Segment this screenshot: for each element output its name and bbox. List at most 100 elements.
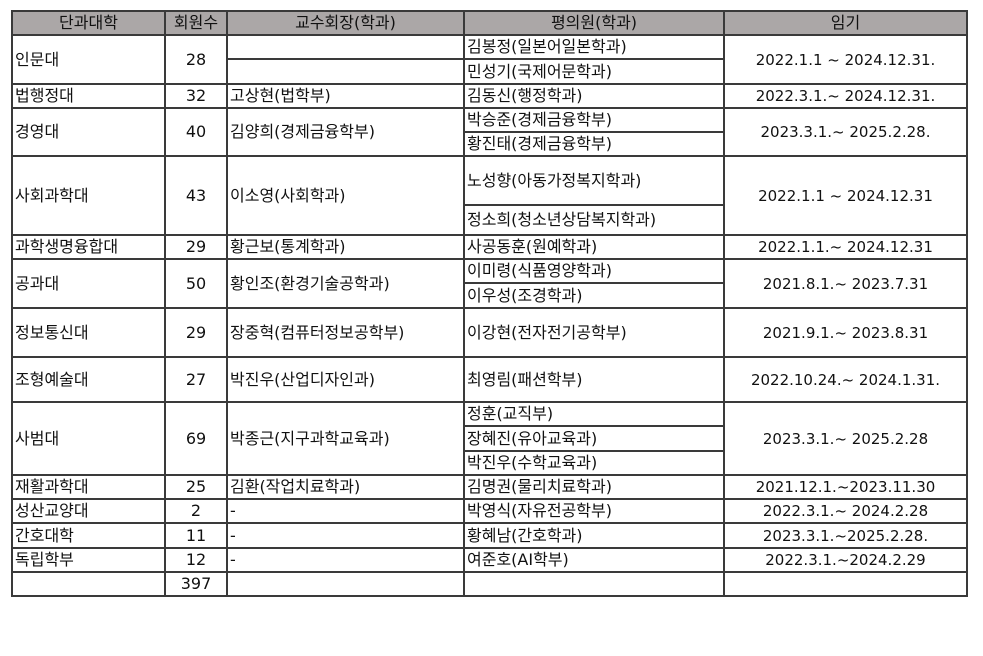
councilor-cell: 정소희(청소년상담복지학과) — [463, 204, 725, 236]
table-row: 인문대 28 김봉정(일본어일본학과) 2022.1.1 ~ 2024.12.31. — [11, 34, 968, 85]
councilor-cell: 여준호(AI학부) — [463, 547, 725, 573]
chair-cell: - — [226, 522, 465, 549]
table-row: 정보통신대 29 장중혁(컴퓨터정보공학부) 이강현(전자전기공학부) 2021.9.1… — [11, 307, 968, 358]
councilor-cell: 박진우(수학교육과) — [463, 450, 725, 476]
councilor-cell: 노성향(아동가정복지학과) — [463, 155, 725, 206]
members-cell: 27 — [164, 356, 228, 403]
college-cell: 경영대 — [11, 107, 166, 157]
councilor-cell: 황진태(경제금융학부) — [463, 131, 725, 157]
total-row: 397 — [11, 571, 968, 597]
term-cell: 2022.3.1.~ 2024.2.28 — [723, 498, 968, 524]
table-row: 재활과학대 25 김환(작업치료학과) 김명권(물리치료학과) 2021.12.1.~2… — [11, 474, 968, 500]
college-cell: 간호대학 — [11, 522, 166, 549]
members-cell: 25 — [164, 474, 228, 500]
chair-cell: 고상현(법학부) — [226, 83, 465, 109]
table-row: 간호대학 11- 황혜남(간호학과) 2023.3.1.~2025.2.28. — [11, 522, 968, 549]
table-row: 성산교양대 2- 박영식(자유전공학부) 2022.3.1.~ 2024.2.28 — [11, 498, 968, 524]
table-row: 이우성(조경학과) — [12, 282, 967, 309]
header-term: 임기 — [723, 10, 968, 36]
total-members: 397 — [164, 571, 228, 597]
college-cell: 독립학부 — [11, 547, 166, 573]
chair-cell: 장중혁(컴퓨터정보공학부) — [226, 307, 465, 358]
councilor-cell: 박승준(경제금융학부) — [463, 107, 725, 133]
header-row: 단과대학 회원수 교수회장(학과) 평의원(학과) 임기 — [11, 10, 968, 36]
councilor-cell: 김봉정(일본어일본학과) — [463, 34, 725, 60]
table-row: 사회과학대 43 이소영(사회학과) 노성향(아동가정복지학과) 2022.1.1 ~ … — [11, 155, 968, 236]
councilor-cell: 민성기(국제어문학과) — [463, 58, 725, 85]
councilor-cell: 박영식(자유전공학부) — [463, 498, 725, 524]
header-chair: 교수회장(학과) — [226, 10, 465, 36]
members-cell: 12 — [164, 547, 228, 573]
term-cell: 2022.1.1 ~ 2024.12.31. — [723, 34, 968, 85]
councilor-cell: 이강현(전자전기공학부) — [463, 307, 725, 358]
members-cell: 29 — [164, 234, 228, 260]
chair-cell: 황인조(환경기술공학과) — [226, 258, 465, 309]
college-cell: 인문대 — [11, 34, 166, 85]
header-councilors: 평의원(학과) — [463, 10, 725, 36]
term-cell: 2022.1.1.~ 2024.12.31 — [723, 234, 968, 260]
total-college — [11, 571, 166, 597]
members-cell: 50 — [164, 258, 228, 309]
college-cell: 법행정대 — [11, 83, 166, 109]
header-members: 회원수 — [164, 10, 228, 36]
college-cell: 정보통신대 — [11, 307, 166, 358]
table-row: 사범대 69 박종근(지구과학교육과) 정훈(교직부) 2023.3.1.~ 2025.… — [11, 401, 968, 476]
councilor-cell: 김동신(행정학과) — [463, 83, 725, 109]
term-cell: 2021.12.1.~2023.11.30 — [723, 474, 968, 500]
chair-cell: 김환(작업치료학과) — [226, 474, 465, 500]
council-table: 단과대학 회원수 교수회장(학과) 평의원(학과) 임기 인문대 28 김봉정(일본… — [11, 10, 968, 597]
members-cell: 32 — [164, 83, 228, 109]
table-row: 과학생명융합대 29 황근보(통계학과) 사공동훈(원예학과) 2022.1.1.~ 2… — [11, 234, 968, 260]
term-cell: 2023.3.1.~2025.2.28. — [723, 522, 968, 549]
chair-cell: 박진우(산업디자인과) — [226, 356, 465, 403]
term-cell: 2023.3.1.~ 2025.2.28. — [723, 107, 968, 157]
term-cell: 2022.3.1.~ 2024.12.31. — [723, 83, 968, 109]
table-row: 조형예술대 27 박진우(산업디자인과) 최영림(패션학부) 2022.10.24.~ … — [11, 356, 968, 403]
members-cell: 40 — [164, 107, 228, 157]
councilor-cell: 황혜남(간호학과) — [463, 522, 725, 549]
total-chair — [226, 571, 465, 597]
chair-cell — [226, 58, 465, 85]
college-cell: 과학생명융합대 — [11, 234, 166, 260]
councilor-cell: 사공동훈(원예학과) — [463, 234, 725, 260]
chair-cell: 황근보(통계학과) — [226, 234, 465, 260]
councilor-cell: 장혜진(유아교육과) — [463, 425, 725, 452]
college-cell: 공과대 — [11, 258, 166, 309]
table-row: 황진태(경제금융학부) — [12, 131, 967, 157]
table-row: 독립학부 12- 여준호(AI학부) 2022.3.1.~2024.2.29 — [11, 547, 968, 573]
members-cell: 28 — [164, 34, 228, 85]
table-row: 박진우(수학교육과) — [12, 450, 967, 476]
total-term — [723, 571, 968, 597]
total-councilors — [463, 571, 725, 597]
members-cell: 2 — [164, 498, 228, 524]
members-cell: 43 — [164, 155, 228, 236]
members-cell: 29 — [164, 307, 228, 358]
table-row: 법행정대 32 고상현(법학부) 김동신(행정학과) 2022.3.1.~ 2024.1… — [11, 83, 968, 109]
college-cell: 사범대 — [11, 401, 166, 476]
table-row: 경영대 40 김양희(경제금융학부) 박승준(경제금융학부) 2023.3.1.~ 20… — [11, 107, 968, 157]
members-cell: 69 — [164, 401, 228, 476]
college-cell: 조형예술대 — [11, 356, 166, 403]
college-cell: 재활과학대 — [11, 474, 166, 500]
header-college: 단과대학 — [11, 10, 166, 36]
term-cell: 2022.1.1 ~ 2024.12.31 — [723, 155, 968, 236]
term-cell: 2023.3.1.~ 2025.2.28 — [723, 401, 968, 476]
table-row: 장혜진(유아교육과) — [12, 425, 967, 452]
term-cell: 2021.9.1.~ 2023.8.31 — [723, 307, 968, 358]
chair-cell: 김양희(경제금융학부) — [226, 107, 465, 157]
chair-cell — [226, 34, 465, 60]
chair-cell: - — [226, 547, 465, 573]
college-cell: 성산교양대 — [11, 498, 166, 524]
councilor-cell: 최영림(패션학부) — [463, 356, 725, 403]
table-row: 민성기(국제어문학과) — [12, 58, 967, 85]
councilor-cell: 이미령(식품영양학과) — [463, 258, 725, 284]
councilor-cell: 김명권(물리치료학과) — [463, 474, 725, 500]
members-cell: 11 — [164, 522, 228, 549]
councilor-cell: 정훈(교직부) — [463, 401, 725, 427]
chair-cell: - — [226, 498, 465, 524]
term-cell: 2022.3.1.~2024.2.29 — [723, 547, 968, 573]
chair-cell: 이소영(사회학과) — [226, 155, 465, 236]
college-cell: 사회과학대 — [11, 155, 166, 236]
term-cell: 2022.10.24.~ 2024.1.31. — [723, 356, 968, 403]
councilor-cell: 이우성(조경학과) — [463, 282, 725, 309]
